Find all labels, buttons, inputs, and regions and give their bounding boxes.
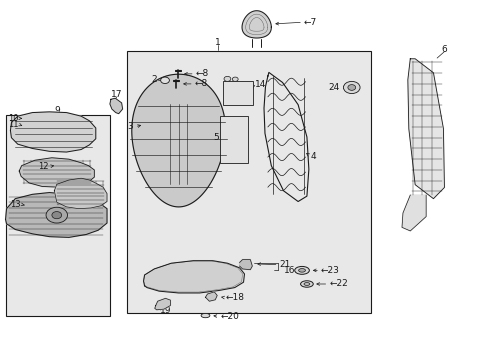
Text: 3: 3: [127, 122, 133, 131]
Text: 9: 9: [54, 105, 60, 114]
Text: ←23: ←23: [321, 266, 339, 275]
Circle shape: [232, 77, 238, 81]
Text: ←7: ←7: [304, 18, 317, 27]
Polygon shape: [5, 193, 107, 237]
Bar: [222, 81, 252, 105]
Polygon shape: [110, 98, 122, 114]
Polygon shape: [19, 158, 94, 187]
Text: 17: 17: [110, 90, 122, 99]
Text: 11: 11: [8, 120, 19, 129]
Text: 16: 16: [283, 266, 295, 275]
Text: 13: 13: [10, 200, 21, 209]
Circle shape: [160, 77, 169, 84]
Text: ←8: ←8: [195, 69, 208, 78]
Text: 1: 1: [214, 38, 220, 47]
Ellipse shape: [294, 266, 309, 274]
Polygon shape: [132, 74, 225, 207]
Text: 12: 12: [38, 162, 48, 171]
Bar: [127, 51, 370, 313]
Polygon shape: [205, 292, 217, 301]
Text: 14: 14: [255, 80, 266, 89]
Bar: [5, 116, 110, 316]
Text: 10: 10: [8, 114, 19, 123]
Text: 24: 24: [327, 83, 339, 92]
Circle shape: [46, 207, 67, 223]
Circle shape: [347, 85, 355, 90]
Ellipse shape: [300, 281, 313, 287]
Text: 5: 5: [212, 132, 218, 141]
Polygon shape: [401, 195, 425, 231]
Polygon shape: [10, 112, 96, 152]
Text: 21: 21: [279, 260, 290, 269]
Text: ←20: ←20: [220, 312, 239, 321]
Text: 2: 2: [151, 76, 157, 85]
Polygon shape: [407, 59, 444, 199]
Ellipse shape: [304, 283, 309, 285]
Polygon shape: [242, 11, 271, 38]
Polygon shape: [239, 260, 252, 270]
Circle shape: [52, 212, 61, 219]
Polygon shape: [155, 298, 170, 310]
Circle shape: [343, 81, 359, 94]
Polygon shape: [143, 261, 244, 293]
Text: 6: 6: [441, 45, 447, 54]
Ellipse shape: [298, 269, 305, 272]
Ellipse shape: [201, 314, 209, 318]
Text: ←8: ←8: [194, 80, 207, 89]
Text: 19: 19: [159, 306, 171, 315]
Text: ←22: ←22: [329, 279, 347, 288]
Text: 15: 15: [79, 193, 89, 202]
Circle shape: [224, 76, 230, 81]
Bar: [220, 116, 248, 163]
Polygon shape: [54, 178, 107, 209]
Text: ←18: ←18: [225, 293, 244, 302]
Text: 4: 4: [310, 152, 315, 161]
